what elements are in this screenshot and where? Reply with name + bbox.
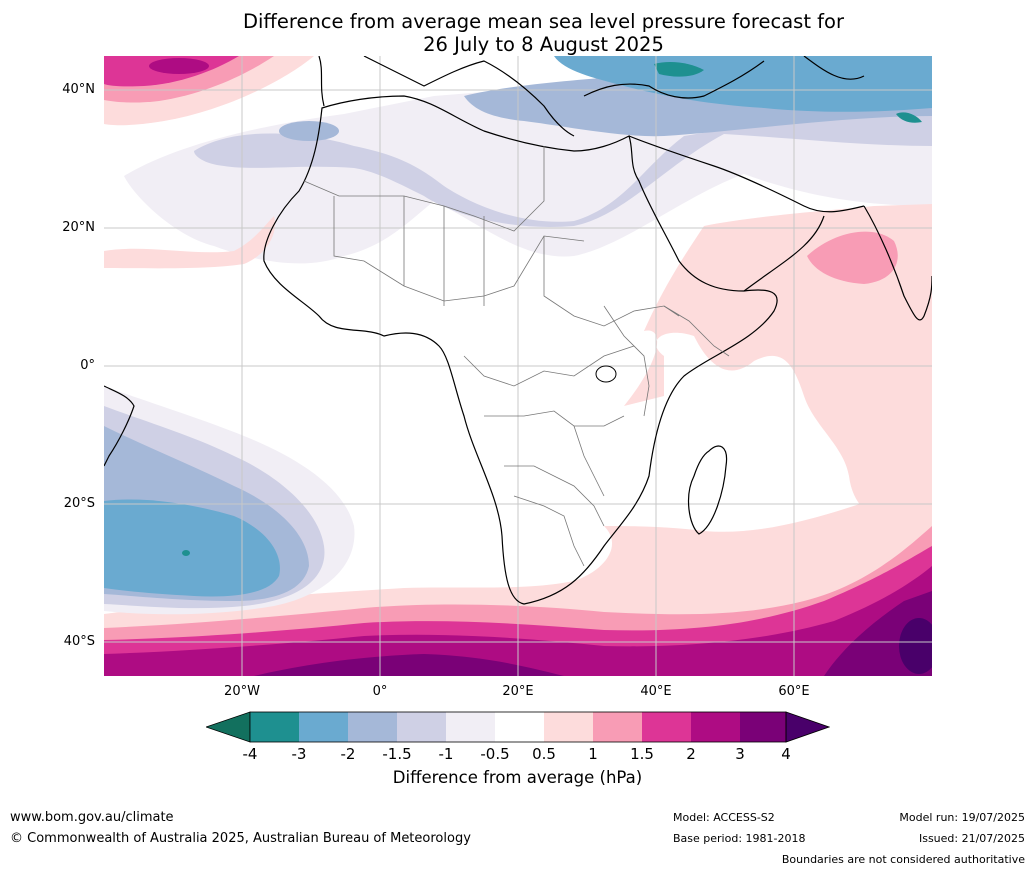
colorbar-tick: -0.5 — [480, 745, 510, 763]
lon-label-20w: 20°W — [224, 684, 260, 699]
colorbar-min-arrow — [206, 711, 251, 743]
lon-label-60e: 60°E — [778, 684, 810, 699]
colorbar-segment-15-2 — [642, 712, 691, 742]
colorbar-tick: -4 — [242, 745, 258, 763]
north-negative-steel-region — [554, 56, 932, 112]
map-canvas — [104, 56, 932, 676]
colorbar-label: Difference from average (hPa) — [392, 768, 643, 787]
colorbar-segment-n4-n3 — [250, 712, 299, 742]
colorbar-segment-n3-n2 — [299, 712, 348, 742]
lat-label-20s: 20°S — [63, 496, 95, 511]
arabian-sea-positive-mid — [807, 231, 898, 284]
lat-label-40n: 40°N — [62, 82, 95, 97]
lake-victoria — [595, 365, 617, 383]
colorbar-segment-n15-n1 — [397, 712, 446, 742]
colorbar-segment-n05-05 — [495, 712, 544, 742]
south-america-coastline — [104, 385, 135, 467]
north-atlantic-positive-peak — [149, 58, 209, 74]
colorbar-tick: -1.5 — [382, 745, 412, 763]
colorbar-tick: 3 — [735, 745, 745, 763]
colorbar-tick: -1 — [438, 745, 454, 763]
africa-coastline — [263, 95, 778, 605]
colorbar-tick: 2 — [686, 745, 696, 763]
footer-issued: Issued: 21/07/2025 — [918, 832, 1025, 845]
southern-positive-stronger — [104, 566, 932, 676]
colorbar-tick: 0.5 — [532, 745, 556, 763]
colorbar-tick: 4 — [781, 745, 791, 763]
pressure-anomaly-map — [104, 56, 932, 676]
colorbar-tick: 1 — [588, 745, 598, 763]
colorbar-max-arrow — [785, 711, 830, 743]
colorbar-segment-3-4 — [740, 712, 786, 742]
europe-coastline — [318, 56, 865, 137]
colorbar-outline — [249, 711, 787, 743]
country-borders — [303, 146, 730, 567]
lon-label-0: 0° — [372, 684, 388, 699]
lon-label-40e: 40°E — [640, 684, 672, 699]
caspian-dark-region — [896, 112, 922, 123]
footer-base-period: Base period: 1981-2018 — [673, 832, 806, 845]
indian-ocean-positive-light — [624, 204, 932, 536]
title-line-2: 26 July to 8 August 2025 — [423, 33, 664, 56]
footer-website: www.bom.gov.au/climate — [10, 810, 174, 825]
lat-label-40s: 40°S — [63, 634, 95, 649]
south-atlantic-negative-core — [182, 550, 190, 556]
madagascar-coastline — [688, 445, 728, 535]
footer-model-run: Model run: 19/07/2025 — [899, 811, 1025, 824]
title-line-1: Difference from average mean sea level p… — [243, 10, 844, 33]
black-sea-dark-region — [654, 62, 704, 77]
south-atlantic-negative-steel — [104, 499, 280, 597]
cape-verde-positive — [104, 216, 275, 269]
map-title: Difference from average mean sea level p… — [0, 10, 1035, 56]
lat-label-equator: 0° — [80, 358, 95, 373]
colorbar-segment-2-3 — [691, 712, 740, 742]
colorbar-tick: 1.5 — [630, 745, 654, 763]
colorbar-segment-05-1 — [544, 712, 593, 742]
map-gridlines — [104, 56, 932, 676]
colorbar-segment-n2-n15 — [348, 712, 397, 742]
colorbar-segment-1-15 — [593, 712, 642, 742]
footer-model: Model: ACCESS-S2 — [673, 811, 775, 824]
lat-label-20n: 20°N — [62, 220, 95, 235]
lon-label-20e: 20°E — [502, 684, 534, 699]
footer-boundaries-note: Boundaries are not considered authoritat… — [781, 853, 1025, 866]
colorbar-segment-n1-n05 — [446, 712, 495, 742]
colorbar — [206, 711, 830, 743]
southern-positive-strongest — [254, 591, 932, 676]
footer-copyright: © Commonwealth of Australia 2025, Austra… — [10, 831, 471, 846]
colorbar-tick: -2 — [340, 745, 356, 763]
southern-positive-peak — [899, 618, 932, 674]
arabia-coastline — [628, 135, 932, 321]
azores-negative-patch — [279, 121, 339, 141]
colorbar-tick: -3 — [291, 745, 307, 763]
